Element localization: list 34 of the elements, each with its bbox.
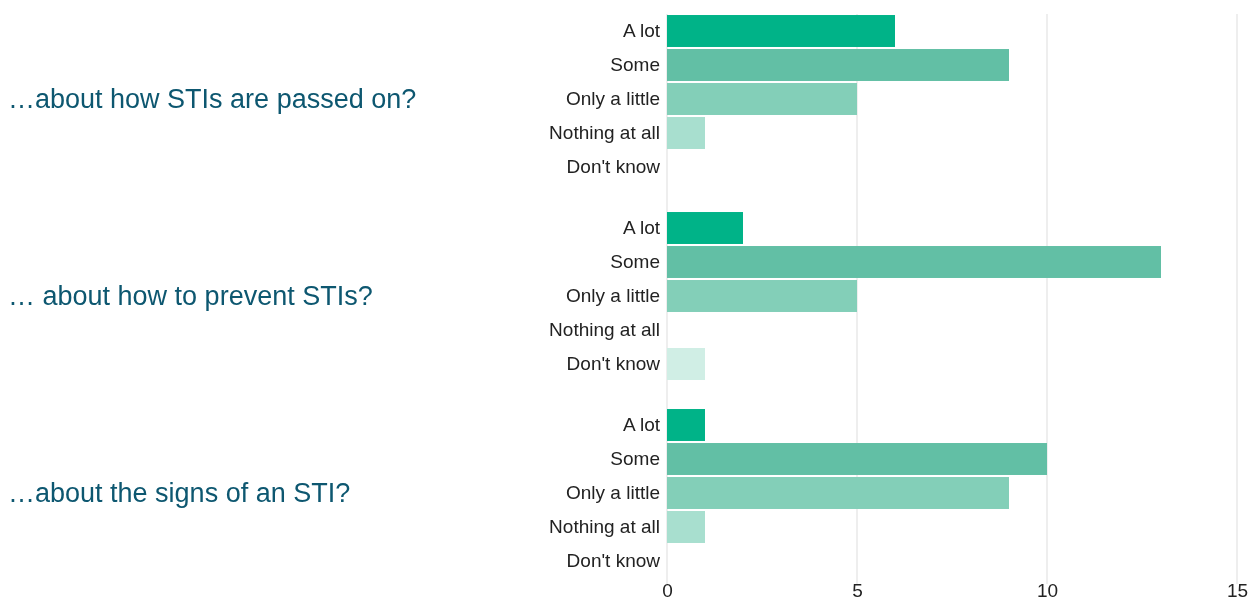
bar	[667, 246, 1161, 278]
x-tick-label: 10	[1036, 580, 1059, 602]
bar	[667, 477, 1009, 509]
y-tick-label: A lot	[623, 217, 661, 239]
y-tick-label: A lot	[623, 20, 661, 42]
bar	[667, 83, 857, 115]
bar	[667, 117, 705, 149]
y-tick-label: Some	[610, 54, 660, 76]
bar	[667, 409, 705, 441]
y-tick-label: Nothing at all	[549, 319, 660, 341]
y-tick-label: Don't know	[566, 156, 661, 178]
bar	[667, 212, 743, 244]
y-tick-label: Nothing at all	[549, 122, 660, 144]
y-tick-label: Some	[610, 448, 660, 470]
bar	[667, 15, 895, 47]
y-tick-label: A lot	[623, 414, 661, 436]
bar	[667, 49, 1009, 81]
y-tick-label: Nothing at all	[549, 516, 660, 538]
x-tick-label: 15	[1226, 580, 1249, 602]
y-tick-label: Don't know	[566, 353, 661, 375]
y-tick-label: Some	[610, 251, 660, 273]
y-tick-label: Only a little	[566, 482, 660, 504]
x-tick-label: 0	[662, 580, 673, 602]
x-tick-label: 5	[852, 580, 863, 602]
bar	[667, 280, 857, 312]
y-axis-title: …about the signs of an STI?	[8, 478, 351, 509]
y-tick-label: Don't know	[566, 550, 661, 572]
bar	[667, 443, 1047, 475]
y-tick-label: Only a little	[566, 285, 660, 307]
bar	[667, 348, 705, 380]
bar	[667, 511, 705, 543]
y-axis-title: …about how STIs are passed on?	[8, 84, 417, 115]
y-tick-label: Only a little	[566, 88, 660, 110]
y-axis-title: … about how to prevent STIs?	[8, 281, 373, 312]
